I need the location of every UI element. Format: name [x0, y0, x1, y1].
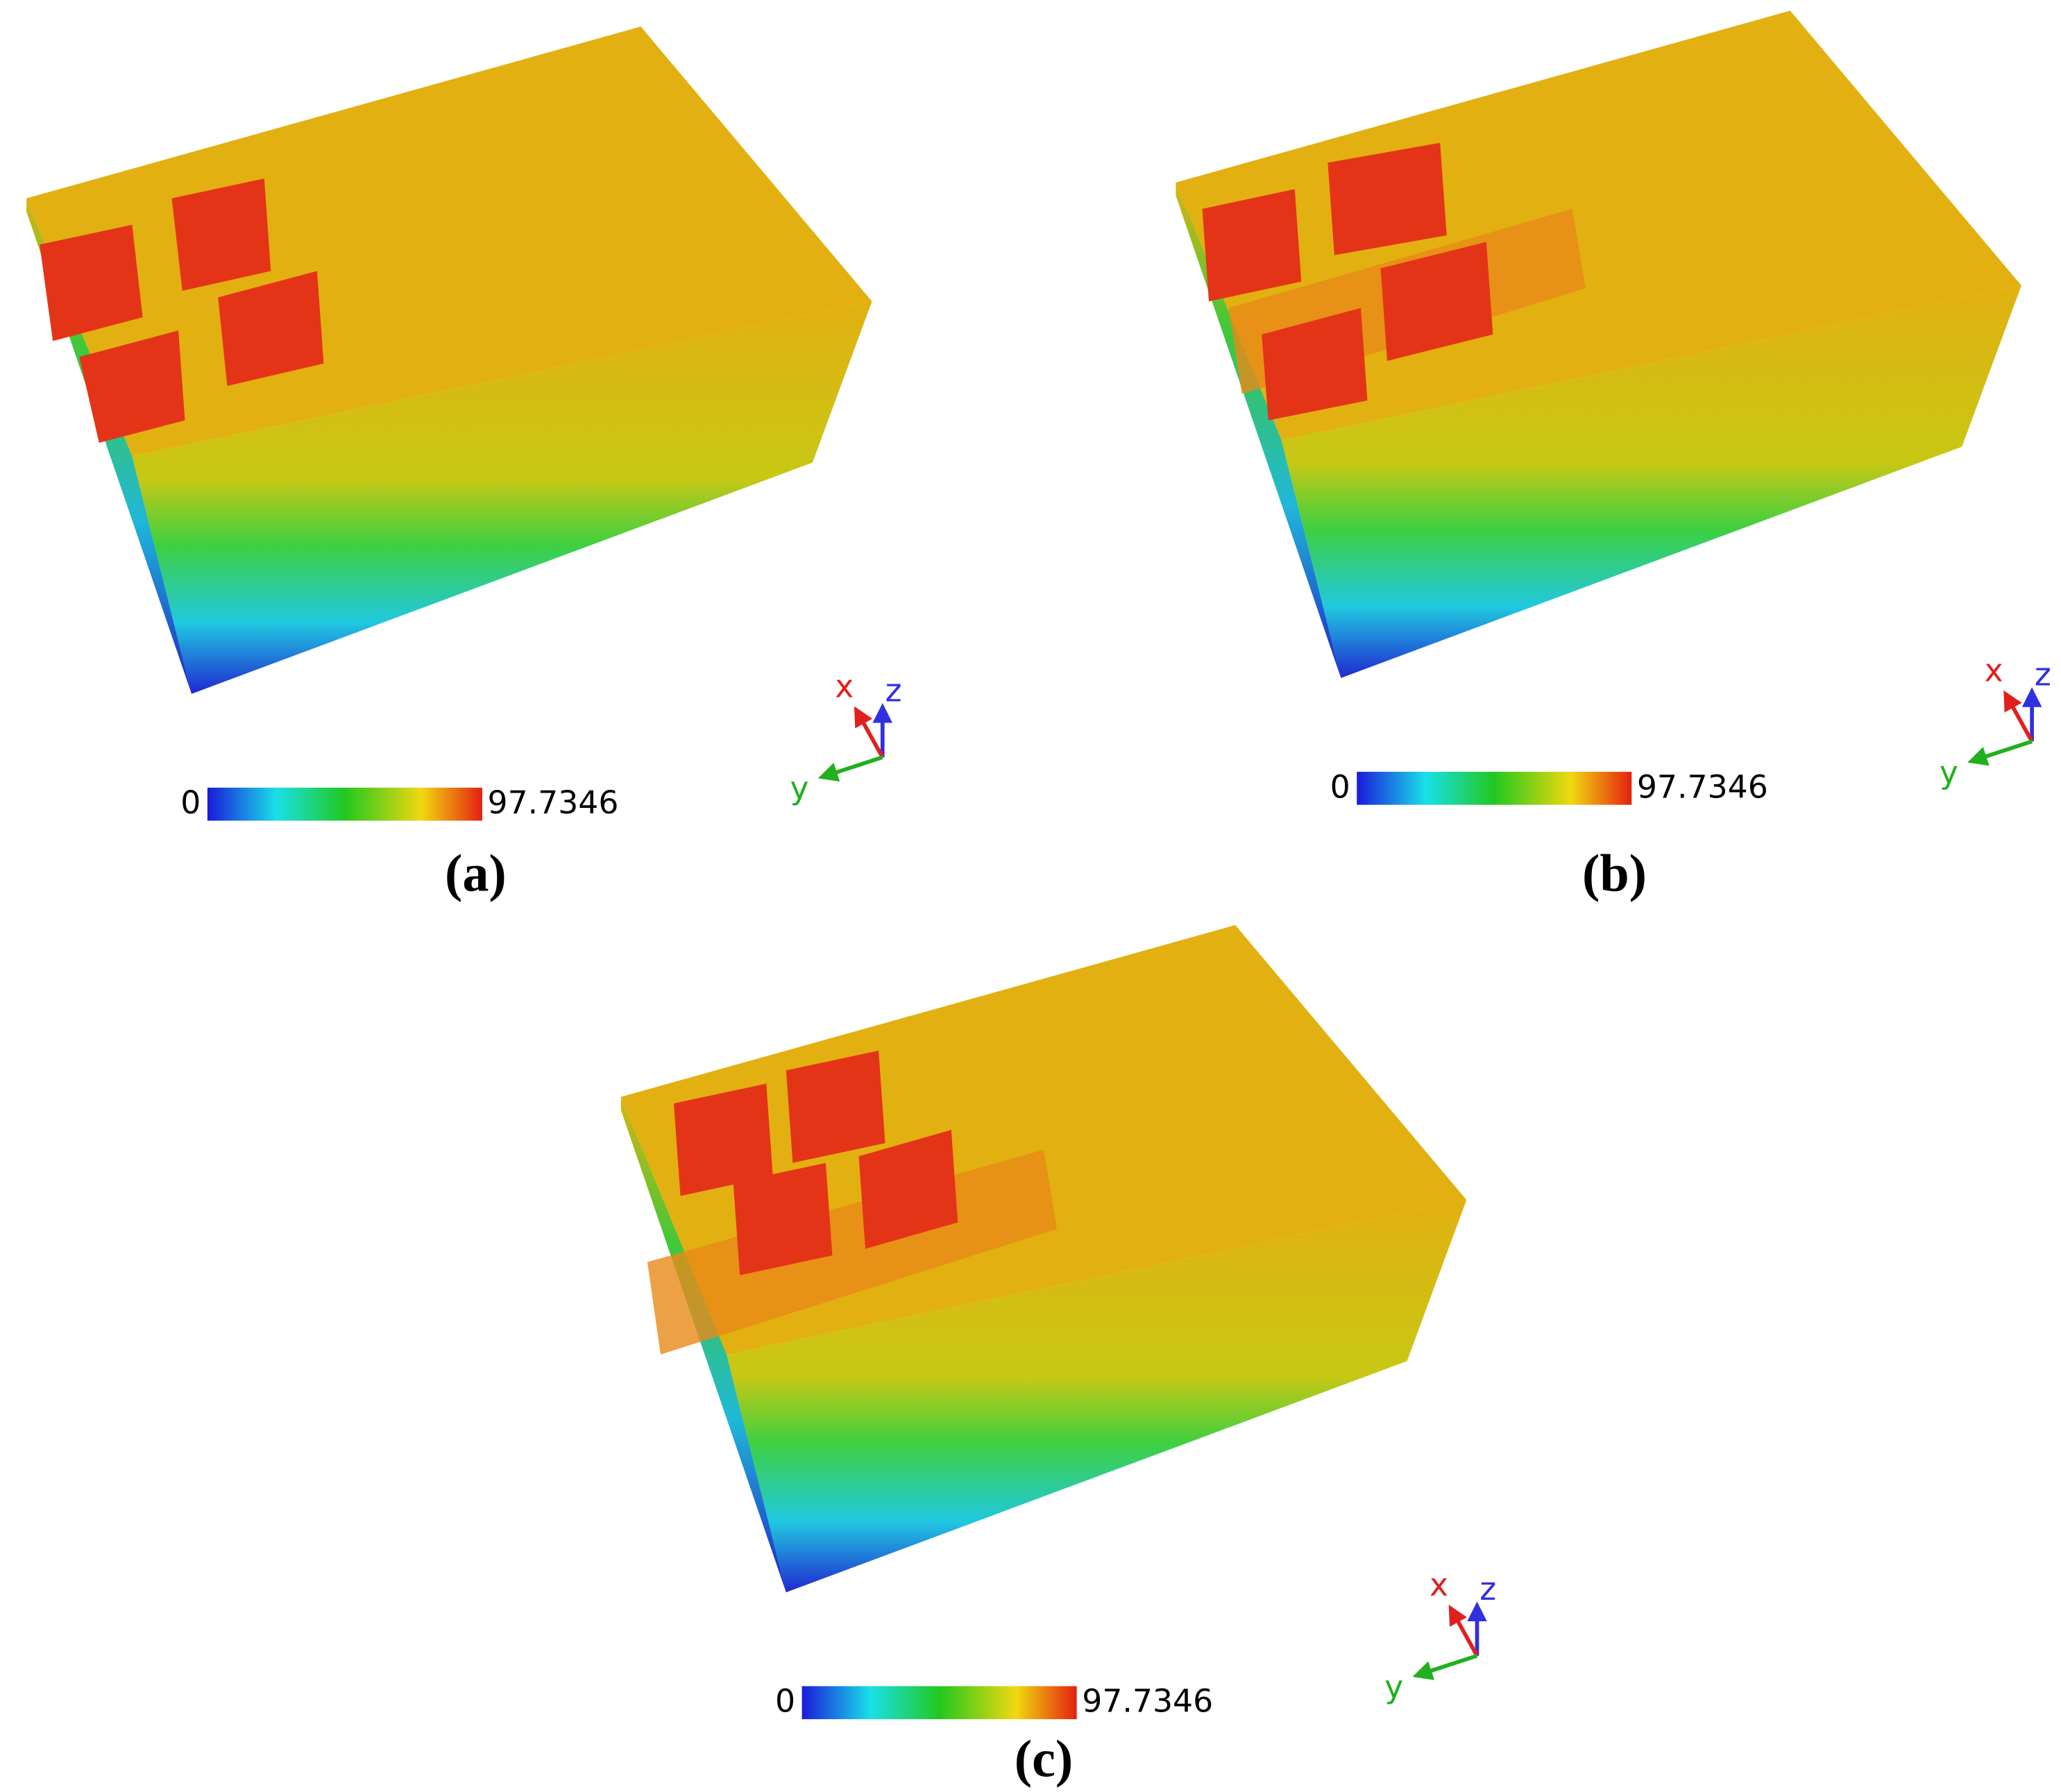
colorbar: [1357, 772, 1632, 805]
colorbar: [207, 787, 482, 821]
colorbar-max: 97.7346: [1082, 1683, 1213, 1720]
heated-block: [1262, 307, 1368, 421]
colorbar-min: 0: [180, 784, 201, 821]
axis-y-label: y: [1940, 754, 1958, 791]
box-side: [1176, 182, 1341, 678]
heated-block: [1380, 242, 1493, 361]
colorbar-min: 0: [1330, 768, 1350, 805]
colorbar-max: 97.7346: [1637, 768, 1768, 805]
heated-block: [1202, 189, 1302, 302]
colorbar-max: 97.7346: [488, 784, 619, 821]
heated-region: [1202, 142, 1586, 421]
box-front: [132, 301, 872, 694]
axis-y: [1412, 1653, 1478, 1680]
axis-y: [817, 755, 883, 782]
heated-block: [171, 178, 271, 291]
heated-region: [647, 1050, 1058, 1355]
heated-region: [40, 178, 324, 443]
axis-x: [2003, 690, 2034, 743]
heated-block: [786, 1050, 885, 1163]
axis-x-label: x: [1985, 652, 2003, 689]
panel-label: (b): [1582, 845, 1647, 903]
axis-z-label: z: [2035, 656, 2051, 693]
colorbar: [802, 1686, 1077, 1720]
panel: 0 97.7346 zx y: [1176, 10, 2051, 805]
box-front: [727, 1199, 1467, 1593]
axis-z-label: z: [1479, 1571, 1496, 1607]
colorbar-min: 0: [775, 1683, 795, 1720]
box-side: [620, 1097, 786, 1593]
axis-y: [1967, 739, 2033, 766]
axis-x-label: x: [835, 668, 854, 705]
axis-x: [854, 706, 885, 759]
heated-block: [858, 1129, 958, 1249]
panel: 0 97.7346 zx y: [26, 26, 902, 821]
axis-x: [1448, 1605, 1479, 1657]
panel-label: (a): [445, 845, 507, 903]
heated-block: [673, 1083, 773, 1197]
panel: 0 97.7346 zx y: [620, 924, 1496, 1720]
heated-block: [79, 330, 185, 443]
box-front: [1281, 285, 2021, 678]
panel-label: (c): [1015, 1730, 1074, 1788]
axis-x-label: x: [1430, 1566, 1448, 1603]
heated-block: [40, 224, 143, 341]
heated-block: [733, 1163, 833, 1276]
axis-y-label: y: [1384, 1668, 1403, 1705]
heated-block: [218, 271, 324, 387]
heated-block: [1328, 142, 1447, 255]
axis-y-label: y: [790, 770, 809, 806]
axis-z-label: z: [885, 672, 902, 709]
